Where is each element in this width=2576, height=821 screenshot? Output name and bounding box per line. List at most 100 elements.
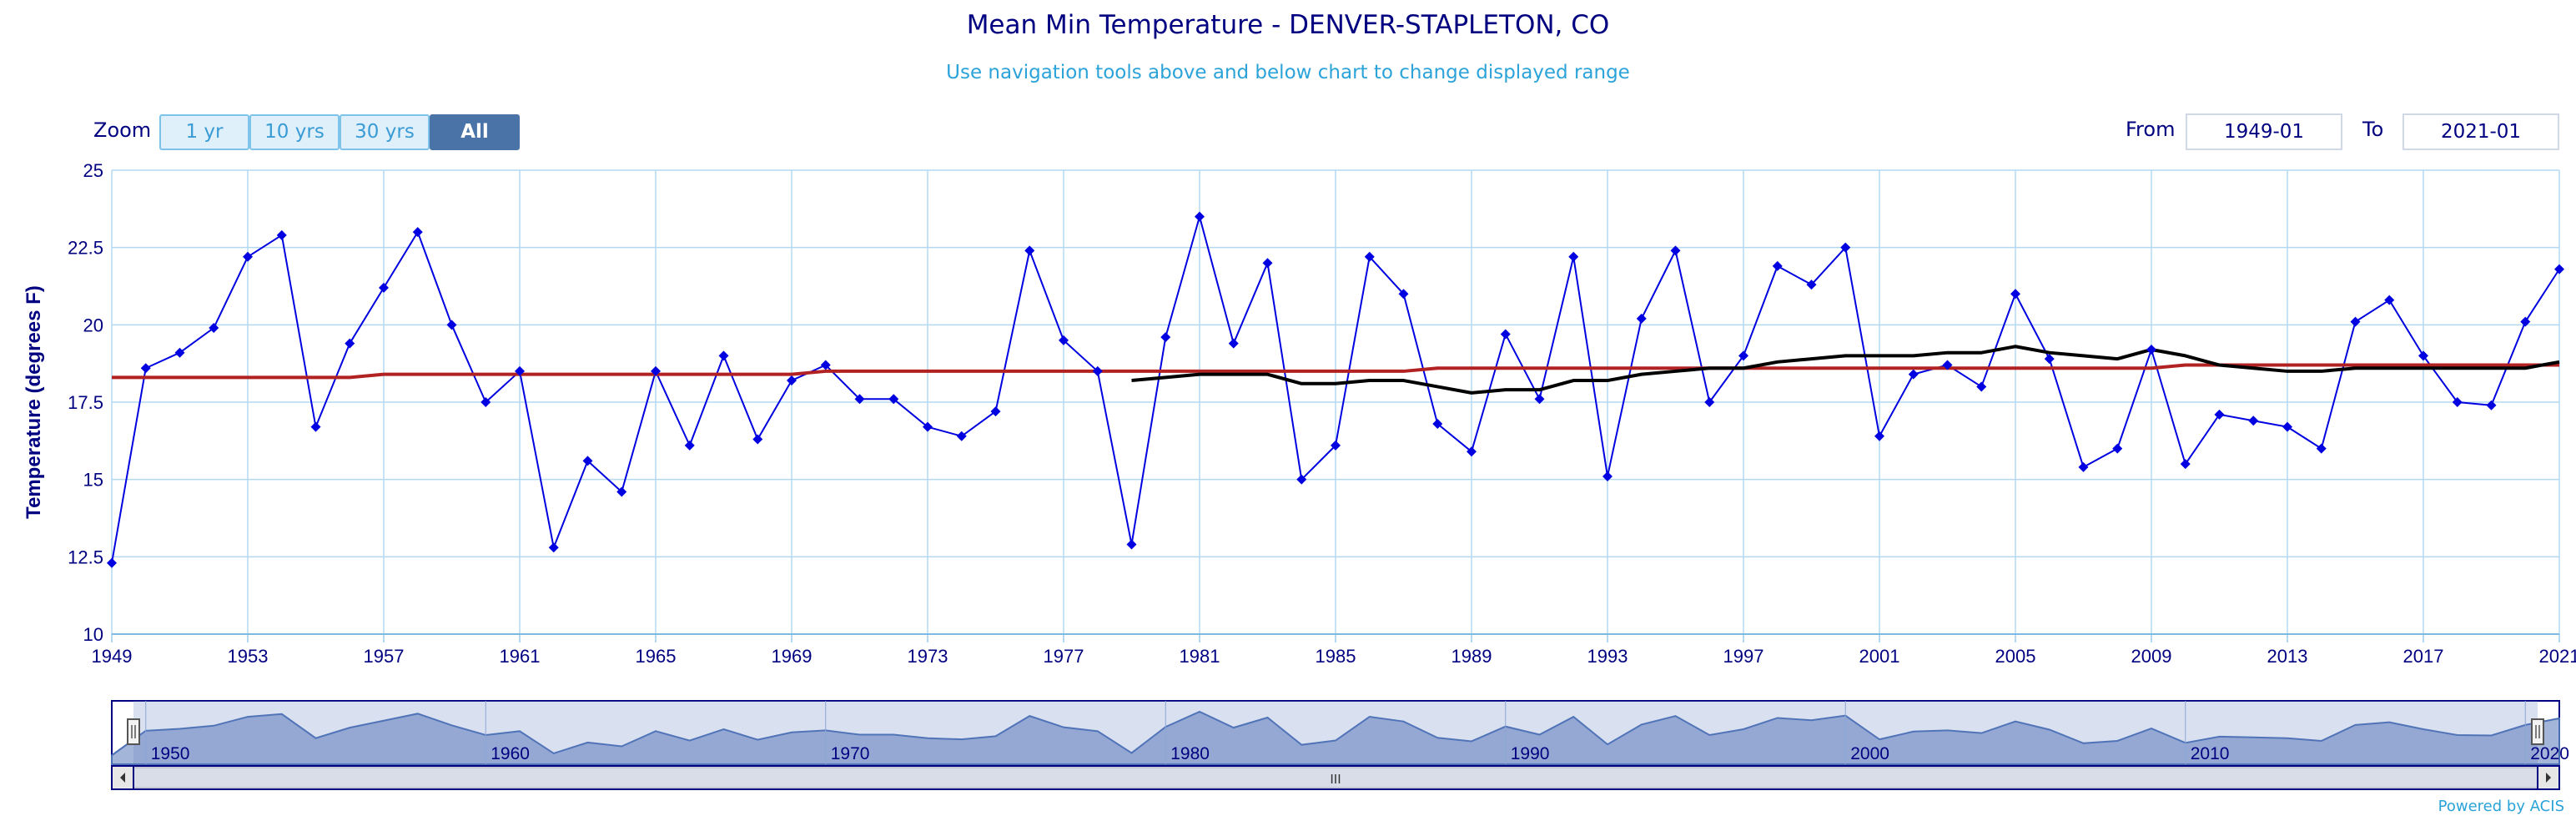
x-tick-label: 2017 xyxy=(2403,646,2444,667)
zoom-label: Zoom xyxy=(93,118,152,142)
data-point-marker xyxy=(1568,251,1579,262)
x-tick-label: 1981 xyxy=(1180,646,1220,667)
data-point-marker xyxy=(2044,354,2055,365)
x-tick-label: 2013 xyxy=(2267,646,2308,667)
data-point-marker xyxy=(2010,289,2020,300)
data-point-marker xyxy=(276,229,287,240)
zoom-all-button[interactable]: All xyxy=(430,114,520,150)
scrollbar-grip: III xyxy=(1330,773,1341,787)
data-point-marker xyxy=(1296,474,1307,485)
x-tick-label: 2001 xyxy=(1859,646,1900,667)
data-point-marker xyxy=(888,394,899,405)
data-point-marker xyxy=(1806,280,1817,290)
moving-average-series-line xyxy=(1131,345,2560,395)
data-point-marker xyxy=(1874,431,1884,441)
data-point-marker xyxy=(1228,338,1239,349)
data-point-marker xyxy=(243,251,253,262)
y-tick-label: 15 xyxy=(83,470,103,491)
data-point-marker xyxy=(1704,397,1715,407)
data-point-marker xyxy=(1738,350,1748,361)
data-point-marker xyxy=(345,338,355,349)
data-point-marker xyxy=(1126,539,1137,550)
to-label: To xyxy=(2362,118,2384,141)
navigator-right-handle[interactable] xyxy=(2531,718,2544,745)
data-point-marker xyxy=(446,320,457,330)
navigator-year-label: 1990 xyxy=(1511,744,1550,763)
zoom-10yrs-button[interactable]: 10 yrs xyxy=(249,114,340,150)
data-point-marker xyxy=(582,456,593,466)
data-point-marker xyxy=(1908,369,1919,380)
from-label: From xyxy=(2126,118,2176,141)
data-point-marker xyxy=(1636,313,1647,324)
data-point-marker xyxy=(616,486,627,497)
data-point-marker xyxy=(174,347,185,358)
data-point-marker xyxy=(2316,443,2327,454)
chart-subtitle: Use navigation tools above and below cha… xyxy=(946,62,1630,83)
data-point-marker xyxy=(515,365,525,376)
data-point-marker xyxy=(820,360,831,370)
data-point-marker xyxy=(1942,360,1953,370)
data-point-marker xyxy=(1331,440,1341,451)
data-point-marker xyxy=(2112,443,2123,454)
x-tick-label: 1997 xyxy=(1723,646,1764,667)
navigator-year-label: 1960 xyxy=(491,744,530,763)
y-axis: 10 12.5 15 17.5 20 22.5 25 xyxy=(68,160,103,645)
y-tick-label: 25 xyxy=(83,160,103,181)
arrow-left-icon xyxy=(120,773,125,783)
data-point-marker xyxy=(2180,459,2191,470)
data-point-marker xyxy=(209,323,219,334)
x-tick-label: 2005 xyxy=(1995,646,2036,667)
navigator-selection[interactable] xyxy=(133,701,2538,764)
zoom-30yrs-button[interactable]: 30 yrs xyxy=(340,114,430,150)
data-point-marker xyxy=(2282,421,2292,432)
x-tick-label: 1953 xyxy=(228,646,269,667)
data-point-marker xyxy=(480,397,491,407)
data-point-marker xyxy=(1534,394,1545,405)
data-point-marker xyxy=(2520,316,2531,327)
scrollbar-thumb[interactable] xyxy=(133,767,2538,788)
data-point-marker xyxy=(923,421,933,432)
navigator-year-label: 1980 xyxy=(1170,744,1210,763)
x-tick-label: 1969 xyxy=(772,646,813,667)
chart-series xyxy=(107,211,2564,568)
chart-grid xyxy=(111,169,2560,635)
data-point-marker xyxy=(1500,329,1511,340)
data-point-marker xyxy=(2452,397,2463,407)
y-axis-label: Temperature (degrees F) xyxy=(23,285,45,519)
data-point-marker xyxy=(412,227,423,238)
navigator-left-handle[interactable] xyxy=(127,718,140,745)
navigator-area xyxy=(111,710,2560,765)
x-tick-label: 1985 xyxy=(1316,646,1356,667)
y-tick-label: 10 xyxy=(83,624,103,645)
data-point-marker xyxy=(2486,400,2497,410)
data-point-marker xyxy=(1976,381,1987,392)
data-point-marker xyxy=(1024,245,1035,256)
from-date-input[interactable]: 1949-01 xyxy=(2186,113,2342,150)
data-point-marker xyxy=(1059,335,1069,345)
data-point-marker xyxy=(2554,264,2564,275)
data-point-marker xyxy=(1602,471,1613,481)
x-tick-label: 1965 xyxy=(636,646,677,667)
data-point-marker xyxy=(651,365,661,376)
data-point-marker xyxy=(1160,332,1171,343)
x-tick-label: 1957 xyxy=(364,646,405,667)
navigator-year-label: 1950 xyxy=(151,744,190,763)
x-tick-label: 1973 xyxy=(908,646,948,667)
data-point-marker xyxy=(2146,344,2156,355)
to-date-input[interactable]: 2021-01 xyxy=(2402,113,2559,150)
arrow-right-icon xyxy=(2546,773,2551,783)
x-tick-label: 1949 xyxy=(92,646,133,667)
data-point-marker xyxy=(1364,251,1375,262)
data-point-marker xyxy=(854,394,865,405)
data-point-marker xyxy=(2248,416,2259,426)
zoom-1yr-button[interactable]: 1 yr xyxy=(159,114,249,150)
y-tick-label: 20 xyxy=(83,315,103,335)
data-point-marker xyxy=(2078,461,2089,472)
x-tick-label: 2009 xyxy=(2131,646,2172,667)
data-point-marker xyxy=(1262,258,1273,269)
powered-by-credit[interactable]: Powered by ACIS xyxy=(2438,798,2564,815)
y-tick-label: 17.5 xyxy=(68,392,103,413)
navigator[interactable]: 1950 1960 1970 1980 1990 2000 2010 2020 III xyxy=(111,700,2569,790)
navigator-year-label: 2000 xyxy=(1850,744,1889,763)
